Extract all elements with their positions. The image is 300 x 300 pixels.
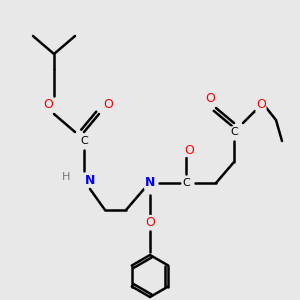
Text: N: N [145, 176, 155, 190]
Text: O: O [205, 92, 215, 106]
Text: O: O [256, 98, 266, 112]
Text: O: O [103, 98, 113, 112]
Text: C: C [230, 127, 238, 137]
Text: C: C [182, 178, 190, 188]
Text: O: O [145, 215, 155, 229]
Text: C: C [80, 136, 88, 146]
Text: O: O [184, 143, 194, 157]
Text: H: H [62, 172, 70, 182]
Text: N: N [85, 173, 95, 187]
Text: O: O [43, 98, 53, 112]
